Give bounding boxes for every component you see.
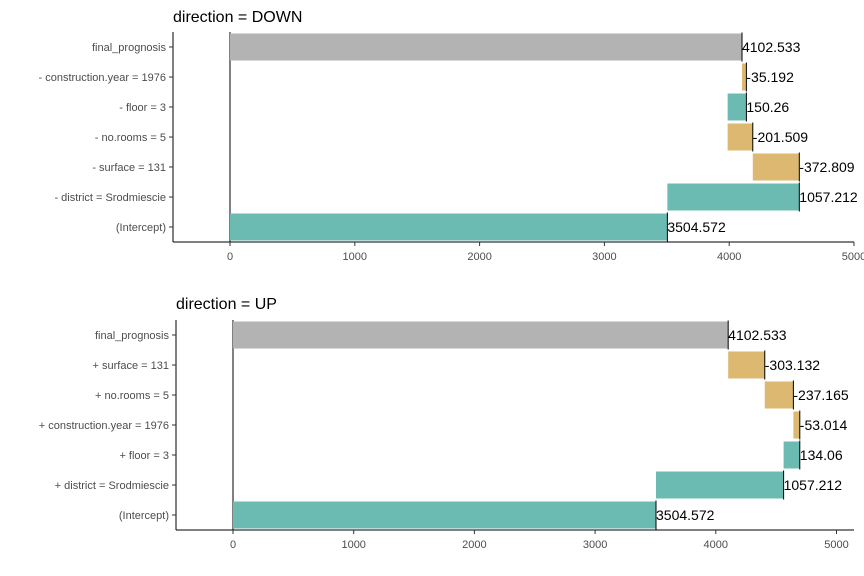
bar — [233, 321, 729, 349]
bar — [727, 123, 753, 151]
category-label: - district = Srodmiescie — [54, 192, 166, 204]
bar — [764, 381, 794, 409]
x-tick-label: 4000 — [717, 251, 741, 263]
value-label: 1057.212 — [799, 189, 858, 205]
category-label: final_prognosis — [92, 42, 166, 54]
bar — [752, 153, 800, 181]
x-tick-label: 0 — [227, 251, 233, 263]
category-label: final_prognosis — [95, 330, 169, 342]
value-label: 150.26 — [746, 99, 789, 115]
category-label: - surface = 131 — [92, 162, 166, 174]
bar — [793, 411, 800, 439]
value-label: -237.165 — [793, 387, 848, 403]
panel-title: direction = UP — [176, 296, 277, 313]
category-label: + district = Srodmiescie — [55, 480, 169, 492]
x-tick-label: 3000 — [583, 539, 607, 551]
category-label: + no.rooms = 5 — [95, 390, 169, 402]
category-label: + construction.year = 1976 — [39, 420, 169, 432]
x-tick-label: 3000 — [592, 251, 616, 263]
value-label: 3504.572 — [667, 219, 726, 235]
x-tick-label: 4000 — [704, 539, 728, 551]
bar — [230, 213, 668, 241]
value-label: -372.809 — [799, 159, 854, 175]
x-tick-label: 1000 — [341, 539, 365, 551]
x-tick-label: 1000 — [343, 251, 367, 263]
value-label: 4102.533 — [742, 39, 801, 55]
bar — [230, 33, 742, 61]
category-label: (Intercept) — [116, 222, 166, 234]
category-label: (Intercept) — [119, 510, 169, 522]
bar — [667, 183, 800, 211]
bar — [233, 501, 657, 529]
facet-panel-up: direction = UP 0 1000 2000 3000 4000 5000 final… — [39, 296, 854, 551]
value-label: -201.509 — [753, 129, 808, 145]
value-label: -303.132 — [765, 357, 820, 373]
value-label: -35.192 — [746, 69, 794, 85]
x-tick-label: 2000 — [462, 539, 486, 551]
bar — [741, 63, 747, 91]
facet-panel-down: direction = DOWN 0 1000 2000 3000 4000 5000 fin… — [39, 9, 864, 263]
category-label: + surface = 131 — [93, 360, 169, 372]
category-label: - construction.year = 1976 — [39, 72, 167, 84]
category-label: - no.rooms = 5 — [95, 132, 166, 144]
value-label: 3504.572 — [656, 507, 715, 523]
x-tick-label: 5000 — [842, 251, 864, 263]
bar — [783, 441, 800, 469]
x-tick-label: 0 — [230, 539, 236, 551]
x-tick-label: 2000 — [467, 251, 491, 263]
bar — [656, 471, 784, 499]
value-label: -53.014 — [800, 417, 848, 433]
value-label: 1057.212 — [784, 477, 843, 493]
x-tick-label: 5000 — [824, 539, 848, 551]
bar — [728, 351, 765, 379]
panel-title: direction = DOWN — [173, 9, 302, 26]
bar — [727, 93, 747, 121]
category-label: - floor = 3 — [119, 102, 166, 114]
value-label: 134.06 — [800, 447, 843, 463]
category-label: + floor = 3 — [119, 450, 169, 462]
value-label: 4102.533 — [728, 327, 787, 343]
